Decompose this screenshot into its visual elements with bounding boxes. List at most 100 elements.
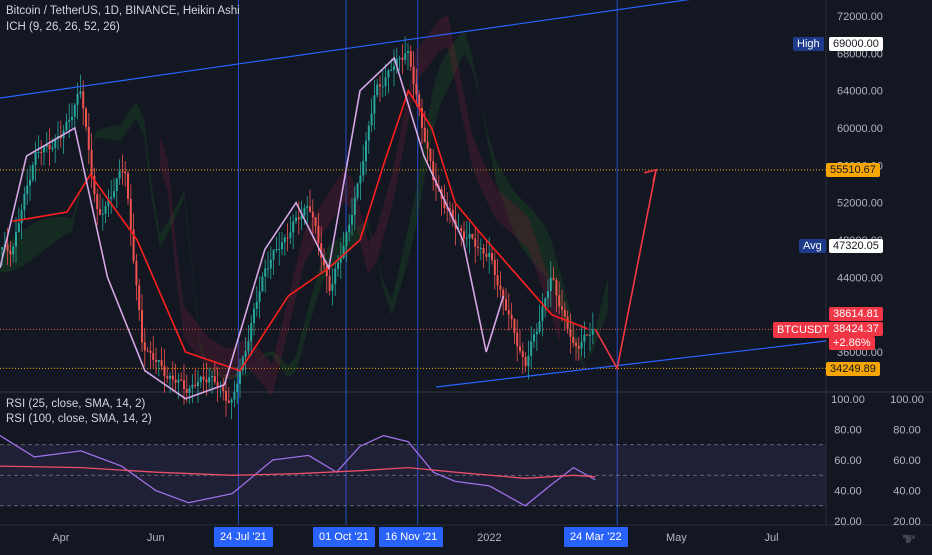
candle-body	[583, 334, 586, 342]
rsi-tick-label-left: 60.00	[834, 455, 862, 467]
candle-body	[160, 360, 163, 366]
candle-body	[460, 228, 463, 232]
time-marker-2: 01 Oct '21	[313, 527, 375, 547]
candle-body	[544, 298, 547, 307]
candle-body	[376, 84, 379, 96]
candle-body	[519, 346, 521, 352]
candle-body	[569, 329, 572, 337]
candle-body	[398, 57, 401, 59]
projection-path	[594, 169, 657, 371]
target-price-badge: 55510.67	[826, 163, 880, 177]
candle-body	[166, 376, 169, 379]
rsi-tick-label-right: 60.00	[893, 455, 921, 467]
rsi-legend-2[interactable]: RSI (100, close, SMA, 14, 2)	[6, 413, 152, 425]
candle-body	[591, 329, 594, 335]
candle-body	[499, 285, 502, 290]
candle-body	[320, 243, 323, 258]
candle-body	[572, 336, 575, 343]
candle-body	[40, 152, 43, 153]
candle-body	[379, 84, 381, 87]
candle-body	[45, 144, 48, 147]
candle-body	[558, 295, 561, 307]
candle-body	[9, 250, 12, 255]
candle-body	[255, 301, 258, 309]
candle-body	[171, 375, 174, 380]
candle-body	[286, 237, 289, 239]
rsi-tick-label-left: 40.00	[834, 486, 862, 498]
candle-body	[547, 291, 549, 299]
candle-body	[37, 152, 40, 153]
candle-body	[275, 249, 278, 250]
ichimoku-cloud-bear-area	[160, 15, 560, 396]
candle-body	[510, 314, 513, 320]
candle-body	[174, 379, 177, 383]
candle-body	[387, 70, 390, 78]
candle-body	[59, 136, 62, 139]
rsi-legend-1[interactable]: RSI (25, close, SMA, 14, 2)	[6, 398, 146, 410]
candle-body	[227, 400, 230, 403]
candle-body	[370, 113, 373, 126]
candle-body	[23, 194, 26, 211]
candle-body	[323, 257, 325, 266]
tradingview-logo-icon[interactable]	[902, 530, 918, 546]
candle-body	[107, 198, 110, 207]
candle-body	[264, 268, 267, 277]
candle-body	[191, 384, 194, 388]
candle-body	[12, 246, 15, 255]
candle-body	[208, 377, 211, 383]
candle-body	[222, 386, 225, 392]
candle-body	[250, 323, 253, 342]
candle-body	[51, 147, 54, 150]
candle-body	[474, 238, 477, 247]
candle-body	[300, 215, 303, 220]
candle-body	[124, 171, 127, 174]
candle-body	[334, 268, 337, 284]
candle-body	[281, 242, 283, 249]
candle-body	[362, 161, 365, 176]
ichimoku-legend[interactable]: ICH (9, 26, 26, 52, 26)	[6, 21, 120, 33]
candle-body	[292, 221, 295, 233]
candle-body	[533, 334, 535, 342]
candle-body	[415, 83, 418, 95]
candle-body	[426, 141, 429, 149]
time-marker-1: 24 Jul '21	[214, 527, 273, 547]
candle-body	[115, 178, 118, 192]
candle-body	[317, 225, 320, 244]
candle-body	[443, 199, 446, 209]
candle-body	[505, 299, 507, 311]
candle-body	[384, 77, 387, 87]
candle-body	[580, 341, 583, 349]
candle-body	[197, 381, 199, 387]
candle-body	[96, 194, 99, 210]
candle-body	[216, 382, 219, 387]
candle-body	[337, 262, 339, 269]
symbol-legend[interactable]: Bitcoin / TetherUS, 1D, BINANCE, Heikin …	[6, 5, 240, 17]
candle-body	[73, 104, 76, 117]
candle-body	[575, 342, 577, 346]
candle-body	[471, 234, 474, 239]
candle-body	[367, 125, 370, 141]
rsi-tick-label-left: 80.00	[834, 425, 862, 437]
candle-body	[20, 210, 23, 224]
candle-body	[241, 357, 244, 371]
candle-body	[390, 69, 393, 71]
candle-body	[31, 164, 34, 180]
candle-body	[129, 198, 132, 230]
chikou-line	[0, 56, 505, 400]
candle-body	[135, 261, 138, 286]
rsi-tick-label-right: 40.00	[893, 486, 921, 498]
rsi-tick-label-right: 100.00	[890, 394, 924, 406]
avg-label-badge: Avg	[799, 239, 826, 253]
price-tick-label: 44000.00	[837, 272, 883, 284]
candle-body	[348, 224, 351, 233]
candle-body	[493, 260, 496, 275]
candle-body	[314, 217, 317, 226]
price-tick-label: 64000.00	[837, 86, 883, 98]
candle-body	[412, 66, 415, 84]
candle-body	[429, 148, 432, 162]
candle-body	[101, 213, 104, 215]
candle-body	[373, 95, 376, 114]
candle-body	[6, 244, 9, 251]
candle-body	[359, 175, 362, 184]
